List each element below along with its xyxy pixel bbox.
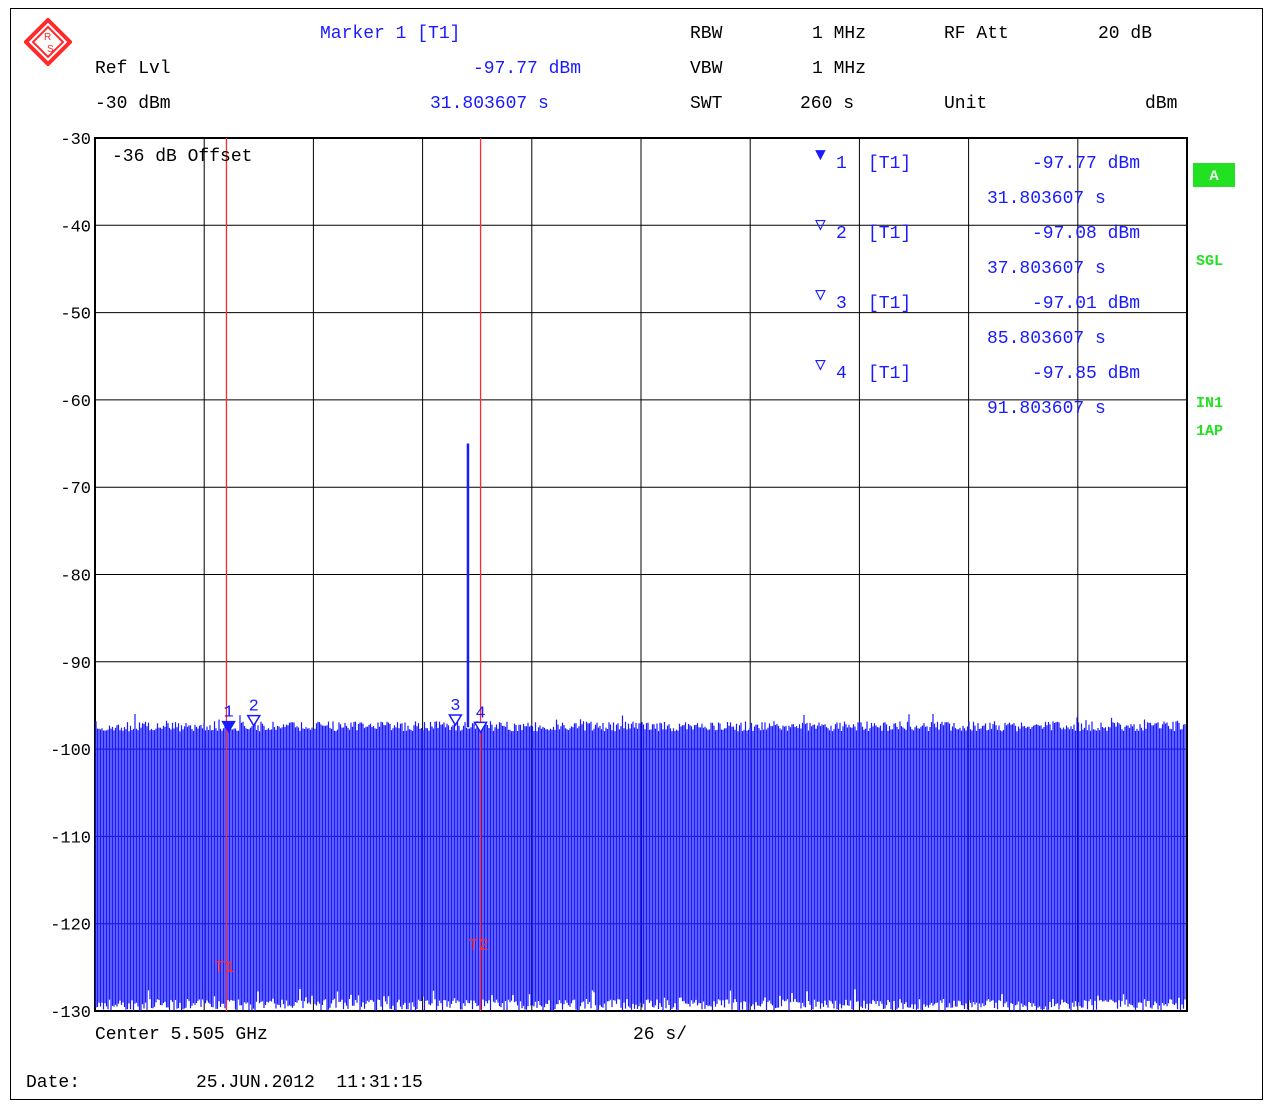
date-value: 25.JUN.2012 11:31:15 — [196, 1073, 423, 1093]
vbw-label: VBW — [690, 59, 723, 79]
time-line-label: T1 — [214, 959, 234, 978]
input-badge: IN1 — [1196, 395, 1224, 412]
marker-title: Marker 1 [T1] — [320, 24, 461, 44]
detector-badge: 1AP — [1196, 423, 1224, 440]
marker-table-level: -97.08 dBm — [1032, 224, 1141, 244]
svg-text:S: S — [47, 44, 54, 55]
marker-table-num: 4 — [836, 364, 847, 384]
marker-3-label: 3 — [450, 697, 460, 716]
marker-table-time: 37.803607 s — [987, 259, 1106, 279]
trace-a-badge: A — [1193, 163, 1235, 187]
marker-table-time: 91.803607 s — [987, 399, 1106, 419]
marker-table-level: -97.85 dBm — [1032, 364, 1141, 384]
unit-label: Unit — [944, 94, 988, 114]
marker-table-num: 3 — [836, 294, 847, 314]
y-tick-label: -120 — [50, 917, 91, 936]
vbw-value: 1 MHz — [812, 59, 867, 79]
rf-att-value: 20 dB — [1098, 24, 1153, 44]
rohde-schwarz-logo-icon: R S — [24, 18, 72, 66]
center-frequency: Center 5.505 GHz — [95, 1025, 268, 1045]
y-tick-label: -80 — [60, 568, 91, 587]
y-tick-label: -60 — [60, 393, 91, 412]
y-tick-label: -30 — [60, 131, 91, 150]
marker-table-num: 1 — [836, 154, 847, 174]
screen-frame — [10, 8, 1263, 1100]
time-line-label: T2 — [468, 937, 488, 956]
marker-table-symbol: ▽ — [815, 286, 826, 306]
marker-table-symbol: ▼ — [815, 146, 826, 166]
marker-table-num: 2 — [836, 224, 847, 244]
marker-time: 31.803607 s — [430, 94, 549, 114]
trace-noise — [95, 713, 1186, 1011]
marker-table-trace: [T1] — [868, 364, 912, 384]
span-per-div: 26 s/ — [633, 1025, 688, 1045]
y-tick-label: -110 — [50, 829, 91, 848]
marker-2-label: 2 — [249, 698, 259, 717]
marker-3-symbol — [448, 714, 463, 727]
marker-table-trace: [T1] — [868, 154, 912, 174]
unit-value: dBm — [1145, 94, 1178, 114]
marker-table-trace: [T1] — [868, 294, 912, 314]
marker-1-label: 1 — [223, 704, 233, 723]
y-tick-label: -70 — [60, 480, 91, 499]
y-tick-label: -50 — [60, 306, 91, 325]
offset-label: -36 dB Offset — [112, 147, 253, 167]
plot-border — [94, 137, 1188, 1012]
y-tick-label: -130 — [50, 1004, 91, 1023]
marker-4-label: 4 — [475, 704, 485, 723]
svg-text:R: R — [44, 32, 51, 43]
rbw-label: RBW — [690, 24, 723, 44]
y-tick-label: -40 — [60, 218, 91, 237]
date-label: Date: — [26, 1073, 81, 1093]
marker-table-level: -97.77 dBm — [1032, 154, 1141, 174]
marker-2-symbol — [246, 714, 262, 728]
marker-4-symbol — [473, 721, 488, 734]
marker-table-level: -97.01 dBm — [1032, 294, 1141, 314]
marker-table-symbol: ▽ — [815, 216, 826, 236]
rf-att-label: RF Att — [944, 24, 1009, 44]
swt-value: 260 s — [800, 94, 855, 114]
rbw-value: 1 MHz — [812, 24, 867, 44]
marker-table-symbol: ▽ — [815, 356, 826, 376]
swt-label: SWT — [690, 94, 723, 114]
y-tick-label: -100 — [50, 742, 91, 761]
sgl-badge: SGL — [1196, 253, 1224, 270]
ref-lvl-label: Ref Lvl — [95, 59, 171, 79]
y-tick-label: -90 — [60, 655, 91, 674]
marker-table-trace: [T1] — [868, 224, 912, 244]
marker-value: -97.77 dBm — [473, 59, 582, 79]
marker-table-time: 31.803607 s — [987, 189, 1106, 209]
ref-lvl-value: -30 dBm — [95, 94, 171, 114]
marker-1-symbol — [221, 720, 236, 734]
marker-table-time: 85.803607 s — [987, 329, 1106, 349]
